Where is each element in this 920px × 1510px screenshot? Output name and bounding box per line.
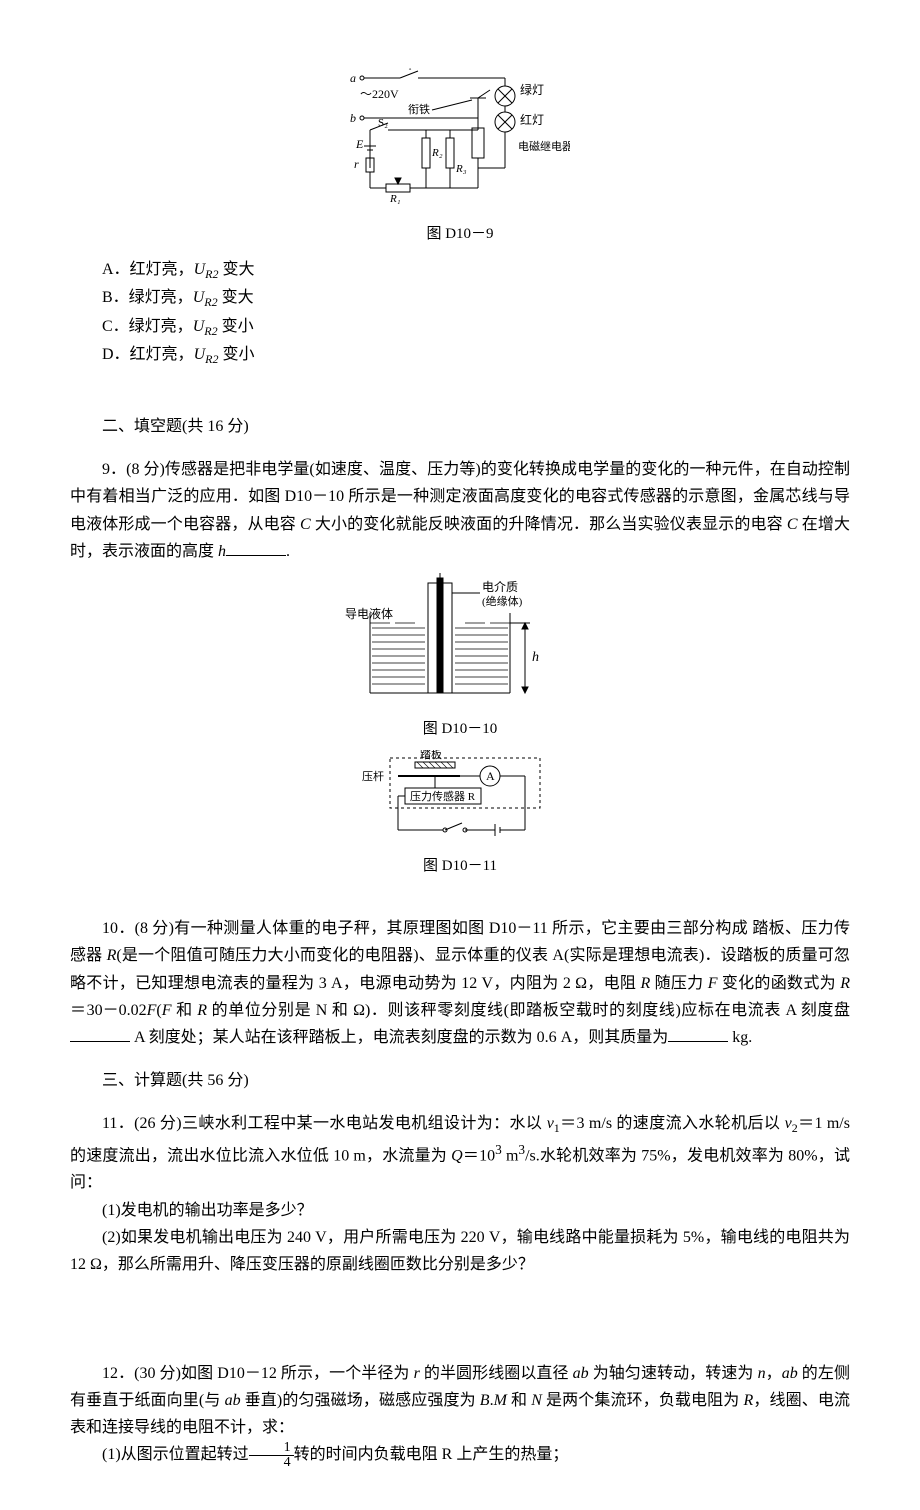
label-r1: R₁ <box>389 193 401 205</box>
q12-frac-den: 4 <box>249 1456 294 1470</box>
diagram-d10-11: 踏板 压杆 A 压力传感器 R <box>360 750 560 850</box>
q11-p2: (2)如果发电机输出电压为 240 V，用户所需电压为 220 V，输电线路中能… <box>70 1224 850 1278</box>
label-green-lamp: 绿灯 <box>520 82 544 97</box>
label-plate: 踏板 <box>420 750 442 761</box>
label-s1: S₁ <box>402 68 412 71</box>
section-2-title: 二、填空题(共 16 分) <box>70 413 850 440</box>
label-s2: S₂ <box>378 117 388 129</box>
q11-text: 11．(26 分)三峡水利工程中某一水电站发电机组设计为：水以 v1＝3 m/s… <box>70 1110 850 1196</box>
figure-d10-10: 金属芯线 导电液体 电介质 (绝缘体) h <box>70 573 850 713</box>
figcap-d10-9: 图 D10－9 <box>70 222 850 248</box>
q12-frac-num: 1 <box>249 1441 294 1456</box>
label-core: 金属芯线 <box>415 573 463 574</box>
label-220v: ～220V <box>360 87 399 101</box>
label-r: r <box>354 157 359 171</box>
figcap-d10-10: 图 D10－10 <box>70 717 850 743</box>
q8-options: A．红灯亮，UR2 变大 B．绿灯亮，UR2 变大 C．绿灯亮，UR2 变小 D… <box>102 256 850 370</box>
q12-p1a: (1)从图示位置起转过 <box>102 1446 249 1463</box>
q8-opt-c: C．绿灯亮，UR2 变小 <box>102 313 850 342</box>
q12-p1: (1)从图示位置起转过14转的时间内负载电阻 R 上产生的热量； <box>70 1441 850 1470</box>
q10-text: 10．(8 分)有一种测量人体重的电子秤，其原理图如图 D10－11 所示，它主… <box>70 915 850 1051</box>
circuit-d10-9: a S₁ ～220V b 绿灯 红灯 <box>350 68 570 218</box>
label-b: b <box>350 111 356 125</box>
q9-text: 9．(8 分)传感器是把非电学量(如速度、温度、压力等)的变化转换成电学量的变化… <box>70 456 850 565</box>
label-hammer: 衔铁 <box>408 103 430 116</box>
label-E: E <box>355 137 364 151</box>
label-sensor: 压力传感器 R <box>410 790 476 803</box>
q10-blank1 <box>70 1025 130 1042</box>
q9-blank <box>226 539 286 556</box>
label-relay: 电磁继电器 <box>518 140 570 153</box>
figcap-d10-11: 图 D10－11 <box>70 854 850 880</box>
label-r2: R₂ <box>431 147 443 159</box>
q10-blank2 <box>668 1025 728 1042</box>
q8-opt-d: D．红灯亮，UR2 变小 <box>102 341 850 370</box>
label-dielectric: 电介质 <box>482 580 518 594</box>
label-a: a <box>350 71 356 85</box>
label-red-lamp: 红灯 <box>520 112 544 127</box>
label-h: h <box>532 650 539 665</box>
diagram-d10-10: 金属芯线 导电液体 电介质 (绝缘体) h <box>340 573 580 713</box>
q12-p1b: 转的时间内负载电阻 R 上产生的热量； <box>294 1446 569 1463</box>
q8-opt-b: B．绿灯亮，UR2 变大 <box>102 284 850 313</box>
figure-d10-9: a S₁ ～220V b 绿灯 红灯 <box>70 68 850 218</box>
label-lever: 压杆 <box>362 769 384 783</box>
q11-p1: (1)发电机的输出功率是多少？ <box>70 1197 850 1224</box>
section-3-title: 三、计算题(共 56 分) <box>70 1067 850 1094</box>
q8-opt-a: A．红灯亮，UR2 变大 <box>102 256 850 285</box>
figure-d10-11: 踏板 压杆 A 压力传感器 R <box>70 750 850 850</box>
q12-text: 12．(30 分)如图 D10－12 所示，一个半径为 r 的半圆形线圈以直径 … <box>70 1360 850 1442</box>
label-dielectric2: (绝缘体) <box>482 594 523 608</box>
label-liquid: 导电液体 <box>345 606 393 621</box>
q12-frac: 14 <box>249 1441 294 1470</box>
label-r3: R₃ <box>455 163 467 175</box>
label-ammeter: A <box>486 769 495 783</box>
